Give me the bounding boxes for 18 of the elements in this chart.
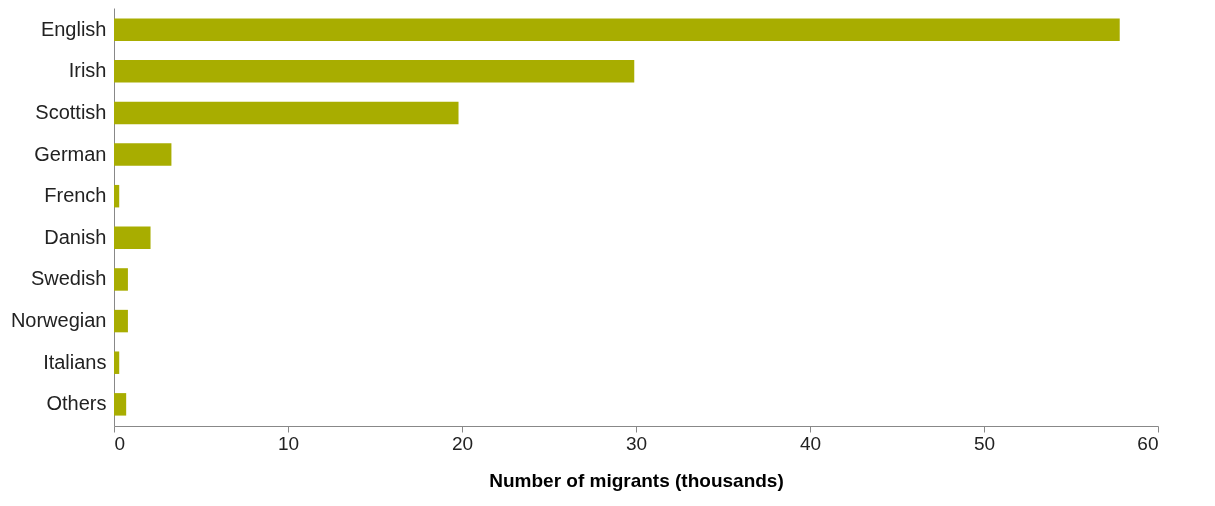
y-tick-label: Swedish xyxy=(30,267,107,290)
x-tick-label: 60 xyxy=(1137,432,1159,454)
x-axis-title: Number of migrants (thousands) xyxy=(489,469,784,491)
y-tick-label: Norwegian xyxy=(10,309,107,332)
x-tick-label: 50 xyxy=(973,432,996,454)
y-tick-label: German xyxy=(34,142,107,165)
x-tick-label: 30 xyxy=(625,432,648,454)
x-tick-label: 10 xyxy=(277,432,300,454)
x-tick-label: 40 xyxy=(799,432,822,454)
y-tick-label: Others xyxy=(46,392,107,415)
y-tick-label: Danish xyxy=(44,225,107,248)
y-tick-label: Scottish xyxy=(35,100,107,123)
y-tick-label: English xyxy=(40,17,107,40)
y-tick-label: Irish xyxy=(68,59,107,82)
y-tick-label: Italians xyxy=(43,350,107,373)
x-tick-label: 0 xyxy=(114,432,126,454)
y-tick-label: French xyxy=(44,184,107,207)
x-tick-label: 20 xyxy=(451,432,474,454)
